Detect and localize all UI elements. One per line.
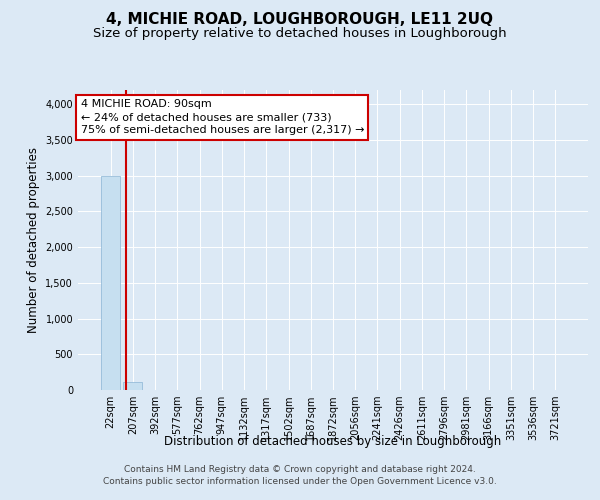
Text: Contains HM Land Registry data © Crown copyright and database right 2024.: Contains HM Land Registry data © Crown c… bbox=[124, 465, 476, 474]
Text: 4, MICHIE ROAD, LOUGHBOROUGH, LE11 2UQ: 4, MICHIE ROAD, LOUGHBOROUGH, LE11 2UQ bbox=[107, 12, 493, 28]
Bar bbox=[101, 176, 120, 390]
Text: Size of property relative to detached houses in Loughborough: Size of property relative to detached ho… bbox=[93, 28, 507, 40]
Text: Contains public sector information licensed under the Open Government Licence v3: Contains public sector information licen… bbox=[103, 478, 497, 486]
Text: 4 MICHIE ROAD: 90sqm
← 24% of detached houses are smaller (733)
75% of semi-deta: 4 MICHIE ROAD: 90sqm ← 24% of detached h… bbox=[80, 99, 364, 136]
Text: Distribution of detached houses by size in Loughborough: Distribution of detached houses by size … bbox=[164, 435, 502, 448]
Y-axis label: Number of detached properties: Number of detached properties bbox=[27, 147, 40, 333]
Bar bbox=[124, 382, 142, 390]
